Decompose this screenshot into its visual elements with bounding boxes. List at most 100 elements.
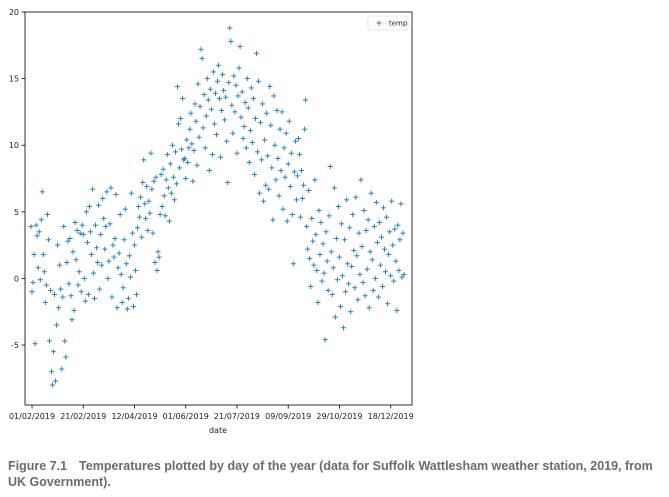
- y-tick-label: -5: [11, 341, 19, 350]
- data-point: [361, 207, 367, 214]
- data-point: [214, 78, 221, 84]
- data-point: [240, 135, 246, 142]
- data-point: [346, 281, 352, 287]
- data-point: [228, 38, 234, 44]
- data-point: [294, 173, 301, 179]
- data-point: [156, 254, 162, 260]
- data-point: [390, 242, 396, 248]
- data-point: [371, 223, 377, 230]
- data-point: [123, 261, 129, 267]
- data-point: [173, 181, 180, 187]
- data-point: [337, 303, 344, 310]
- data-point: [206, 167, 212, 174]
- data-point: [232, 109, 238, 115]
- data-point: [237, 44, 243, 50]
- data-point: [79, 222, 85, 228]
- data-point: [325, 287, 331, 294]
- data-point: [387, 229, 393, 235]
- data-point: [103, 223, 109, 230]
- data-point: [192, 101, 198, 107]
- data-point: [212, 90, 219, 96]
- data-point: [144, 183, 150, 190]
- data-point: [365, 217, 371, 223]
- data-point: [142, 201, 148, 207]
- data-point: [90, 270, 97, 276]
- data-point: [72, 219, 78, 226]
- data-point: [187, 126, 193, 132]
- data-point: [169, 142, 176, 148]
- data-point: [356, 230, 362, 236]
- data-point: [104, 189, 110, 195]
- data-point: [172, 149, 179, 155]
- data-point: [308, 283, 314, 290]
- data-point: [148, 150, 154, 156]
- data-point: [108, 185, 114, 191]
- data-point: [315, 299, 321, 306]
- data-point: [107, 221, 113, 227]
- data-point: [326, 213, 332, 219]
- data-point: [154, 267, 160, 274]
- data-point: [324, 258, 330, 264]
- data-point: [137, 214, 143, 220]
- data-point: [207, 86, 213, 92]
- data-point: [351, 247, 357, 254]
- data-point: [338, 221, 345, 227]
- data-point: [198, 46, 204, 52]
- data-point: [114, 305, 120, 311]
- data-point: [304, 223, 310, 230]
- data-point: [185, 159, 191, 166]
- data-point: [234, 150, 240, 156]
- data-point: [39, 189, 45, 195]
- data-point: [196, 134, 202, 140]
- data-point: [69, 317, 75, 323]
- data-point: [347, 225, 353, 231]
- data-point: [141, 157, 147, 163]
- data-point: [162, 213, 168, 219]
- data-point: [349, 263, 355, 270]
- data-point: [272, 142, 278, 148]
- data-point: [327, 163, 333, 170]
- data-point: [303, 97, 309, 103]
- data-point: [115, 265, 121, 271]
- data-point: [267, 84, 273, 90]
- data-point: [161, 193, 167, 199]
- data-point: [218, 107, 225, 114]
- data-point: [43, 282, 49, 288]
- data-point: [263, 182, 269, 188]
- data-point: [258, 157, 265, 163]
- data-point: [289, 211, 295, 218]
- data-point: [251, 171, 257, 178]
- data-point: [256, 190, 263, 196]
- data-point: [366, 305, 372, 311]
- data-point: [67, 235, 73, 242]
- data-point: [328, 249, 334, 255]
- data-point: [211, 121, 218, 127]
- x-axis-label: date: [209, 426, 227, 435]
- data-point: [282, 174, 288, 180]
- x-tick-label: 01/02/2019: [9, 412, 55, 421]
- data-point: [57, 262, 63, 268]
- data-point: [126, 253, 132, 259]
- y-tick-label: 5: [14, 208, 19, 217]
- data-point: [276, 193, 282, 199]
- data-point: [165, 185, 171, 191]
- data-point: [269, 165, 275, 171]
- data-point: [129, 230, 136, 236]
- data-point: [102, 246, 108, 252]
- data-point: [167, 161, 173, 167]
- data-point: [37, 277, 43, 283]
- data-point: [330, 265, 336, 271]
- data-point: [203, 113, 209, 119]
- data-point: [31, 251, 37, 258]
- data-point: [259, 101, 266, 107]
- data-point: [252, 115, 259, 122]
- data-point: [220, 72, 226, 78]
- data-point: [143, 215, 149, 222]
- y-tick-label: 0: [14, 274, 19, 283]
- data-point: [157, 211, 163, 218]
- data-point: [383, 214, 390, 220]
- data-point: [302, 126, 308, 132]
- data-point: [288, 150, 294, 156]
- data-point: [381, 246, 388, 252]
- data-point: [215, 62, 222, 68]
